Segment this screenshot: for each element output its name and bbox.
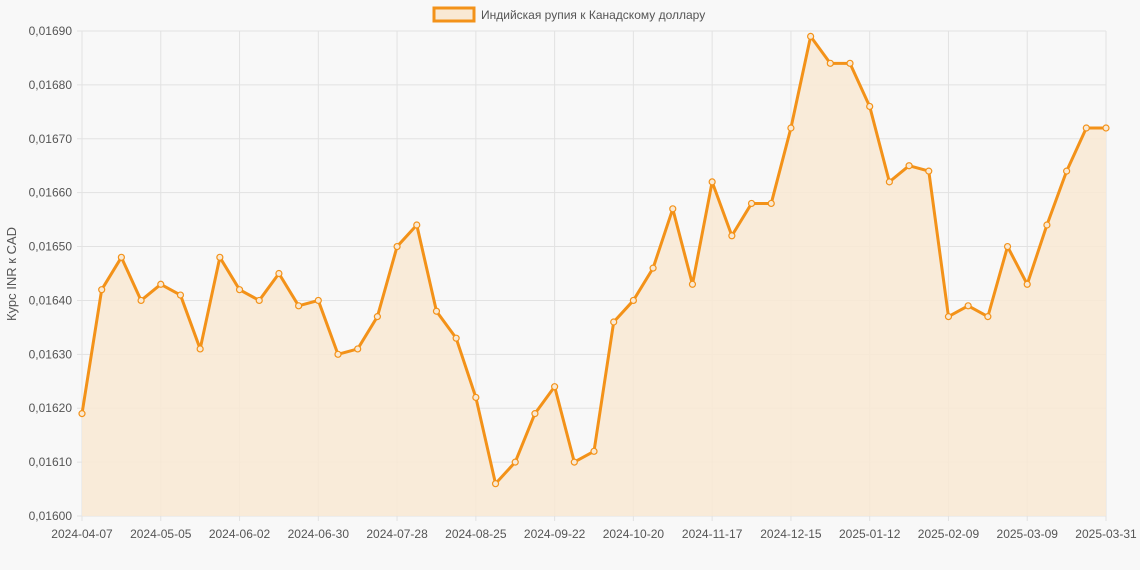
y-axis-ticks: 0,01690 0,01680 0,01670 0,01660 0,01650 0,016… [29,24,73,523]
data-point [452,334,460,342]
y-tick-label: 0,01660 [29,186,73,200]
x-tick-label: 2025-03-09 [997,527,1059,541]
x-tick-label: 2025-03-31 [1075,527,1137,541]
data-point [511,458,519,466]
data-point [117,253,125,261]
data-point [491,480,500,488]
x-tick-label: 2024-10-20 [603,527,665,541]
plot-area [78,32,1110,516]
data-point [314,296,322,305]
y-tick-label: 0,01650 [29,240,73,254]
data-point [747,199,756,208]
data-point [1082,124,1090,132]
x-tick-label: 2024-11-17 [682,527,743,541]
data-point [295,302,303,310]
data-point [354,345,362,353]
y-tick-label: 0,01630 [29,347,73,361]
legend[interactable]: Индийская рупия к Канадскому доллару [432,6,705,23]
data-point [885,178,893,186]
data-point [649,264,657,272]
data-point [728,232,736,240]
data-point [98,286,106,294]
x-tick-label: 2024-12-15 [760,527,822,541]
data-point [176,291,185,299]
data-point [964,302,972,310]
data-point [255,296,263,305]
data-point [846,59,854,67]
data-point [984,313,992,321]
x-tick-label: 2024-08-25 [445,527,507,541]
x-tick-label: 2025-01-12 [839,527,901,541]
y-tick-label: 0,01690 [29,24,73,38]
data-point [1063,167,1071,175]
data-point [787,124,795,132]
x-tick-label: 2024-06-02 [209,527,271,541]
y-tick-label: 0,01610 [29,455,73,469]
data-point [905,162,913,170]
x-axis-ticks: 2024-04-07 2024-05-05 2024-06-02 2024-06-30… [51,527,1137,541]
x-tick-label: 2024-07-28 [366,527,428,541]
data-point [275,269,283,278]
y-tick-label: 0,01670 [29,132,73,146]
data-point [708,178,716,186]
data-point [610,318,618,326]
x-tick-label: 2024-04-07 [51,527,113,541]
data-point [157,280,165,288]
y-axis-title: Курс INR к CAD [4,227,19,321]
data-point [196,345,204,353]
data-point [925,167,933,175]
data-point [393,242,401,251]
data-point [551,383,559,391]
data-point [1003,242,1012,251]
data-point [767,199,775,208]
data-point [944,313,953,321]
data-point [866,102,874,111]
data-point [1043,221,1051,229]
data-point [216,253,224,261]
y-tick-label: 0,01600 [29,509,73,523]
data-point [78,410,86,418]
data-point [688,280,697,288]
y-tick-label: 0,01620 [29,401,73,415]
legend-label[interactable]: Индийская рупия к Канадскому доллару [481,8,705,22]
x-tick-label: 2024-06-30 [288,527,350,541]
data-point [1102,124,1110,132]
data-point [432,307,441,315]
legend-swatch[interactable] [432,6,476,23]
y-tick-label: 0,01640 [29,293,73,307]
series-area [82,36,1106,516]
data-point [137,296,145,305]
data-point [590,447,598,455]
x-tick-label: 2024-05-05 [130,527,192,541]
data-point [669,205,677,213]
y-tick-label: 0,01680 [29,78,73,92]
x-tick-label: 2024-09-22 [524,527,586,541]
data-point [826,59,834,67]
data-point [807,32,815,40]
data-point [531,410,539,418]
data-point [373,313,381,321]
data-point [472,393,480,402]
data-point [413,221,421,229]
data-point [629,296,637,305]
x-tick-label: 2025-02-09 [918,527,980,541]
data-point [235,286,244,294]
data-point [570,458,578,466]
data-point [334,350,342,358]
data-point [1023,280,1031,288]
